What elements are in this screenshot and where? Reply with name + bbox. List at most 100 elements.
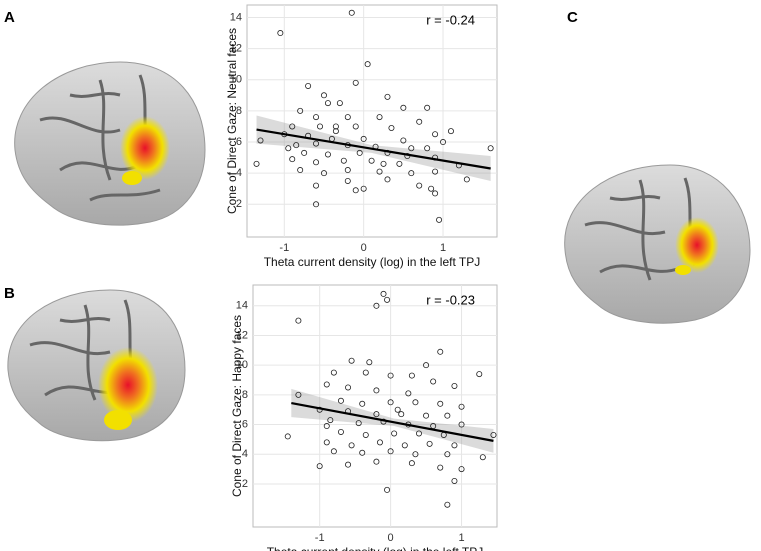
brain-image xyxy=(564,164,751,324)
data-point xyxy=(451,442,458,449)
data-point xyxy=(444,501,451,508)
data-point xyxy=(340,157,347,164)
data-point xyxy=(320,92,327,99)
data-point xyxy=(253,160,260,167)
data-point xyxy=(348,357,355,364)
data-point xyxy=(415,430,422,437)
data-point xyxy=(316,463,323,470)
y-axis-title: Cone of Direct Gaze: Happy faces xyxy=(230,315,244,497)
data-point xyxy=(458,403,465,410)
data-point xyxy=(416,182,423,189)
data-point xyxy=(432,190,439,197)
y-tick-label: 10 xyxy=(236,359,248,371)
data-point xyxy=(320,170,327,177)
panel-label: A xyxy=(4,9,15,26)
data-point xyxy=(401,442,408,449)
y-tick-label: 2 xyxy=(242,478,248,490)
data-point xyxy=(337,428,344,435)
data-point xyxy=(387,399,394,406)
data-point xyxy=(362,431,369,438)
data-point xyxy=(436,216,443,223)
data-point xyxy=(440,139,447,146)
data-point xyxy=(423,412,430,419)
data-point xyxy=(479,454,486,461)
data-point xyxy=(355,420,362,427)
data-point xyxy=(405,390,412,397)
data-point xyxy=(400,104,407,111)
data-point xyxy=(428,185,435,192)
regression-line xyxy=(291,401,494,442)
plot-panel xyxy=(246,4,498,238)
data-point xyxy=(345,461,352,468)
y-tick-label: 6 xyxy=(242,418,248,430)
x-tick-label: 1 xyxy=(440,242,446,254)
confidence-band xyxy=(291,388,494,453)
data-point xyxy=(408,460,415,467)
data-point xyxy=(324,151,331,158)
data-point xyxy=(444,412,451,419)
brain-image xyxy=(14,61,206,226)
data-point xyxy=(396,160,403,167)
data-point xyxy=(376,114,383,121)
x-tick-label: -1 xyxy=(315,532,325,544)
data-point xyxy=(295,317,302,324)
data-point xyxy=(327,417,334,424)
data-point xyxy=(344,167,351,174)
data-point xyxy=(476,371,483,378)
y-tick-label: 14 xyxy=(236,300,248,312)
data-point xyxy=(424,145,431,152)
data-point xyxy=(391,430,398,437)
data-point xyxy=(447,128,454,135)
data-point xyxy=(360,185,367,192)
y-axis-title: Cone of Direct Gaze: Neutral faces xyxy=(225,28,239,214)
data-point xyxy=(313,140,320,147)
annotation: r = -0.24 xyxy=(426,12,475,27)
data-point xyxy=(317,123,324,130)
data-point xyxy=(289,156,296,163)
regression-line xyxy=(256,128,491,170)
data-point xyxy=(424,104,431,111)
data-point xyxy=(400,137,407,144)
data-point xyxy=(330,448,337,455)
data-point xyxy=(458,466,465,473)
data-point xyxy=(408,145,415,152)
data-point xyxy=(313,114,320,121)
data-point xyxy=(323,439,330,446)
data-point xyxy=(352,79,359,86)
data-point xyxy=(285,145,292,152)
data-point xyxy=(360,135,367,142)
data-point xyxy=(373,302,380,309)
data-point xyxy=(437,400,444,407)
data-point xyxy=(398,411,405,418)
data-point xyxy=(394,406,401,413)
data-point xyxy=(313,159,320,166)
data-point xyxy=(324,100,331,107)
data-point xyxy=(359,449,366,456)
y-tick-label: 4 xyxy=(236,167,242,179)
panel-label: B xyxy=(4,285,15,302)
y-tick-label: 14 xyxy=(230,11,242,23)
data-point xyxy=(293,142,300,149)
data-point xyxy=(362,369,369,376)
x-tick-label: 0 xyxy=(361,242,367,254)
data-point xyxy=(364,61,371,68)
data-point xyxy=(437,464,444,471)
y-tick-label: 8 xyxy=(236,105,242,117)
data-point xyxy=(332,123,339,130)
data-point xyxy=(416,118,423,125)
data-point xyxy=(345,384,352,391)
data-point xyxy=(373,458,380,465)
data-point xyxy=(423,362,430,369)
data-point xyxy=(359,400,366,407)
data-point xyxy=(297,107,304,114)
data-point xyxy=(487,145,494,152)
y-tick-label: 8 xyxy=(242,389,248,401)
data-point xyxy=(352,123,359,130)
data-point xyxy=(451,382,458,389)
data-point xyxy=(384,176,391,183)
data-point xyxy=(463,176,470,183)
data-point xyxy=(348,9,355,16)
data-point xyxy=(412,399,419,406)
data-point xyxy=(277,30,284,37)
data-point xyxy=(451,477,458,484)
